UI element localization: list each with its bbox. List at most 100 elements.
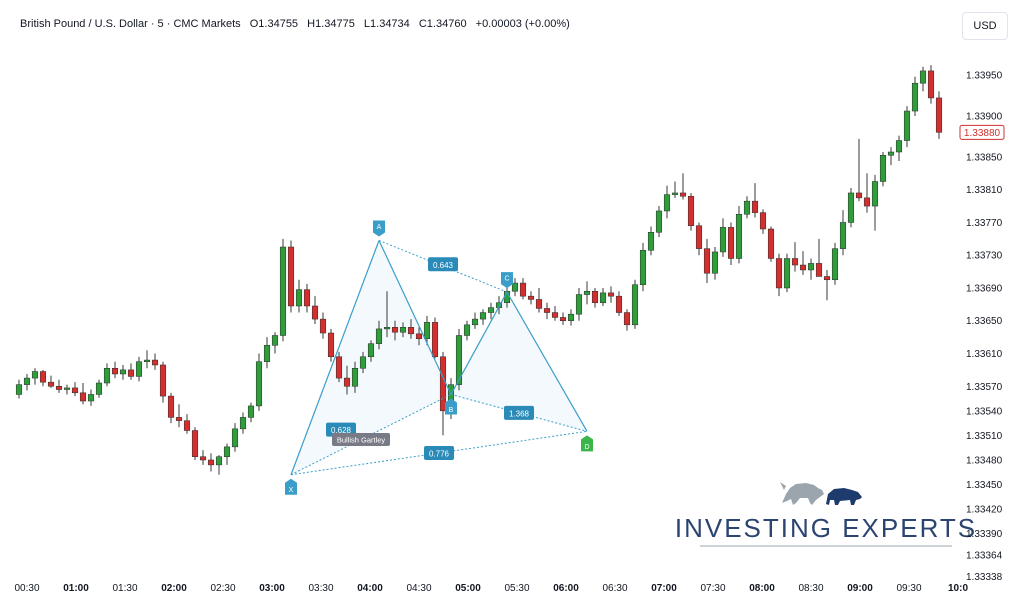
candle-body (311, 305, 319, 320)
candle-body (703, 248, 711, 274)
candle (599, 287, 607, 306)
candle (359, 351, 367, 374)
price-tick-label: 1.33570 (966, 382, 1003, 393)
candle-body (639, 250, 647, 285)
candle (919, 66, 927, 92)
candle (847, 188, 855, 228)
candle (895, 135, 903, 162)
candle-body (935, 97, 943, 133)
price-axis[interactable]: 1.33950 1.33900 1.33850 1.33810 1.33770 1.337… (959, 71, 1005, 583)
candle (287, 240, 295, 313)
candle-body (351, 367, 359, 387)
candle (535, 287, 543, 313)
ratio-bd: 1.368 (504, 405, 534, 420)
candle (879, 151, 887, 187)
candle (247, 402, 255, 423)
candle-body (527, 295, 535, 300)
candle-body (671, 192, 679, 195)
candle (911, 76, 919, 116)
point-marker-bg (581, 435, 593, 452)
candle-body (743, 200, 751, 215)
candle (839, 210, 847, 256)
candle (799, 251, 807, 275)
candle-body (319, 318, 327, 334)
candle (407, 319, 415, 339)
candle (47, 375, 55, 388)
candle (663, 185, 671, 219)
ratio-label-text: 0.643 (433, 261, 454, 270)
time-axis[interactable]: 00:30 01:00 01:30 02:00 02:30 03:00 03:30 04:00… (14, 583, 968, 594)
candle (655, 206, 663, 238)
ratio-line-bd (450, 393, 588, 432)
candle-body (103, 367, 111, 384)
candle (431, 317, 439, 359)
candle (119, 364, 127, 380)
candle (191, 427, 199, 460)
candle-body (695, 225, 703, 249)
pattern-point-d: D (581, 435, 593, 452)
candle-body (927, 70, 935, 99)
candle (55, 379, 63, 393)
time-tick-label: 10:0 (948, 583, 968, 594)
candle-body (199, 456, 207, 461)
current-price-bg (959, 124, 1005, 140)
candle-body (479, 312, 487, 320)
candle-body (95, 382, 103, 395)
candle (551, 305, 559, 321)
candle (23, 373, 31, 391)
candle-body (775, 258, 783, 289)
time-tick-label: 05:30 (504, 583, 529, 594)
candle-body (191, 430, 199, 457)
candle (39, 369, 47, 387)
candle (383, 291, 391, 338)
candle-body (23, 377, 31, 385)
price-tick-label: 1.33850 (966, 152, 1003, 163)
candle-body (735, 213, 743, 259)
price-tick-label: 1.33450 (966, 480, 1003, 491)
candle-body (575, 294, 583, 315)
candle-body (791, 258, 799, 266)
ohlc-change: +0.00003 (+0.00%) (475, 18, 570, 30)
candle-body (279, 246, 287, 336)
candle (543, 302, 551, 320)
pattern-point-c: C (501, 272, 513, 289)
candle (151, 353, 159, 370)
candle (103, 363, 111, 387)
ratio-label-text: 1.368 (509, 409, 530, 418)
candle-body (711, 251, 719, 274)
candle (519, 278, 527, 300)
candle-body (751, 200, 759, 213)
candle-body (807, 263, 815, 271)
candle (511, 278, 519, 297)
candle-body (255, 361, 263, 407)
candle (319, 312, 327, 339)
price-tick-label: 1.33950 (966, 71, 1003, 82)
candle (719, 218, 727, 257)
candle-body (615, 295, 623, 313)
candle (711, 247, 719, 280)
candle (223, 443, 231, 465)
candle-body (599, 292, 607, 303)
candle-body (215, 456, 223, 466)
candle (455, 328, 463, 391)
candle (559, 312, 567, 325)
candle-body (399, 327, 407, 333)
candle (391, 320, 399, 341)
candle (95, 379, 103, 398)
candle-body (903, 110, 911, 141)
candle (79, 382, 87, 405)
price-tick-label: 1.33690 (966, 283, 1003, 294)
candle (343, 365, 351, 395)
candle (31, 368, 39, 385)
currency-button[interactable]: USD (962, 12, 1008, 40)
candle (903, 106, 911, 148)
candle (527, 291, 535, 305)
candle-body (847, 192, 855, 223)
candle (351, 361, 359, 393)
candle (671, 181, 679, 198)
candle (863, 173, 871, 213)
leg-xa (290, 240, 380, 475)
candles-layer (15, 65, 943, 475)
